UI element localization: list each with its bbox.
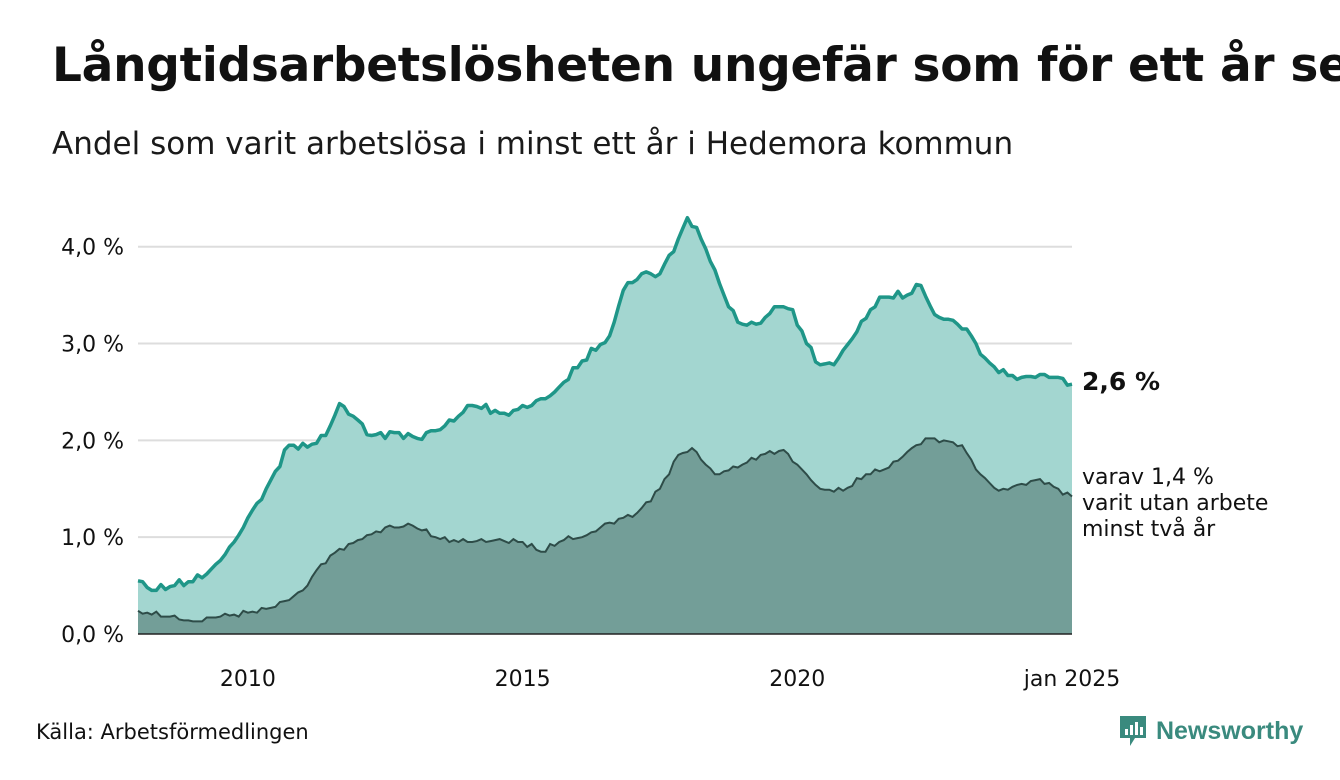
- sub-series-line: [137, 437, 1073, 623]
- y-tick-label: 1,0 %: [61, 526, 124, 551]
- total-series-line: [137, 215, 1073, 593]
- x-axis-ticks: 2010 2015 2020 jan 2025: [220, 667, 1120, 692]
- sub-label-line-1: varav 1,4 %: [1082, 465, 1214, 490]
- chart-title: Långtidsarbetslösheten ungefär som för e…: [52, 38, 1340, 93]
- sub-label-line-3: minst två år: [1082, 516, 1216, 542]
- source-note: Källa: Arbetsförmedlingen: [36, 720, 309, 744]
- sub-area: [138, 438, 1072, 634]
- newsworthy-logo-icon: [1120, 716, 1146, 746]
- brand-name: Newsworthy: [1156, 716, 1304, 745]
- x-tick-label: 2010: [220, 667, 276, 692]
- brand-logo[interactable]: Newsworthy: [1118, 714, 1303, 748]
- y-tick-label: 0,0 %: [61, 623, 124, 648]
- x-tick-label: 2015: [495, 667, 551, 692]
- sub-label-line-2: varit utan arbete: [1082, 491, 1268, 516]
- y-tick-label: 3,0 %: [61, 333, 124, 358]
- end-value-label: 2,6 %: [1082, 367, 1160, 396]
- y-axis-ticks: 0,0 % 1,0 % 2,0 % 3,0 % 4,0 %: [61, 236, 124, 648]
- x-tick-label: 2020: [769, 667, 825, 692]
- y-tick-label: 2,0 %: [61, 429, 124, 454]
- chart-subtitle: Andel som varit arbetslösa i minst ett å…: [52, 126, 1014, 162]
- x-tick-label: jan 2025: [1023, 667, 1121, 692]
- y-tick-label: 4,0 %: [61, 236, 124, 261]
